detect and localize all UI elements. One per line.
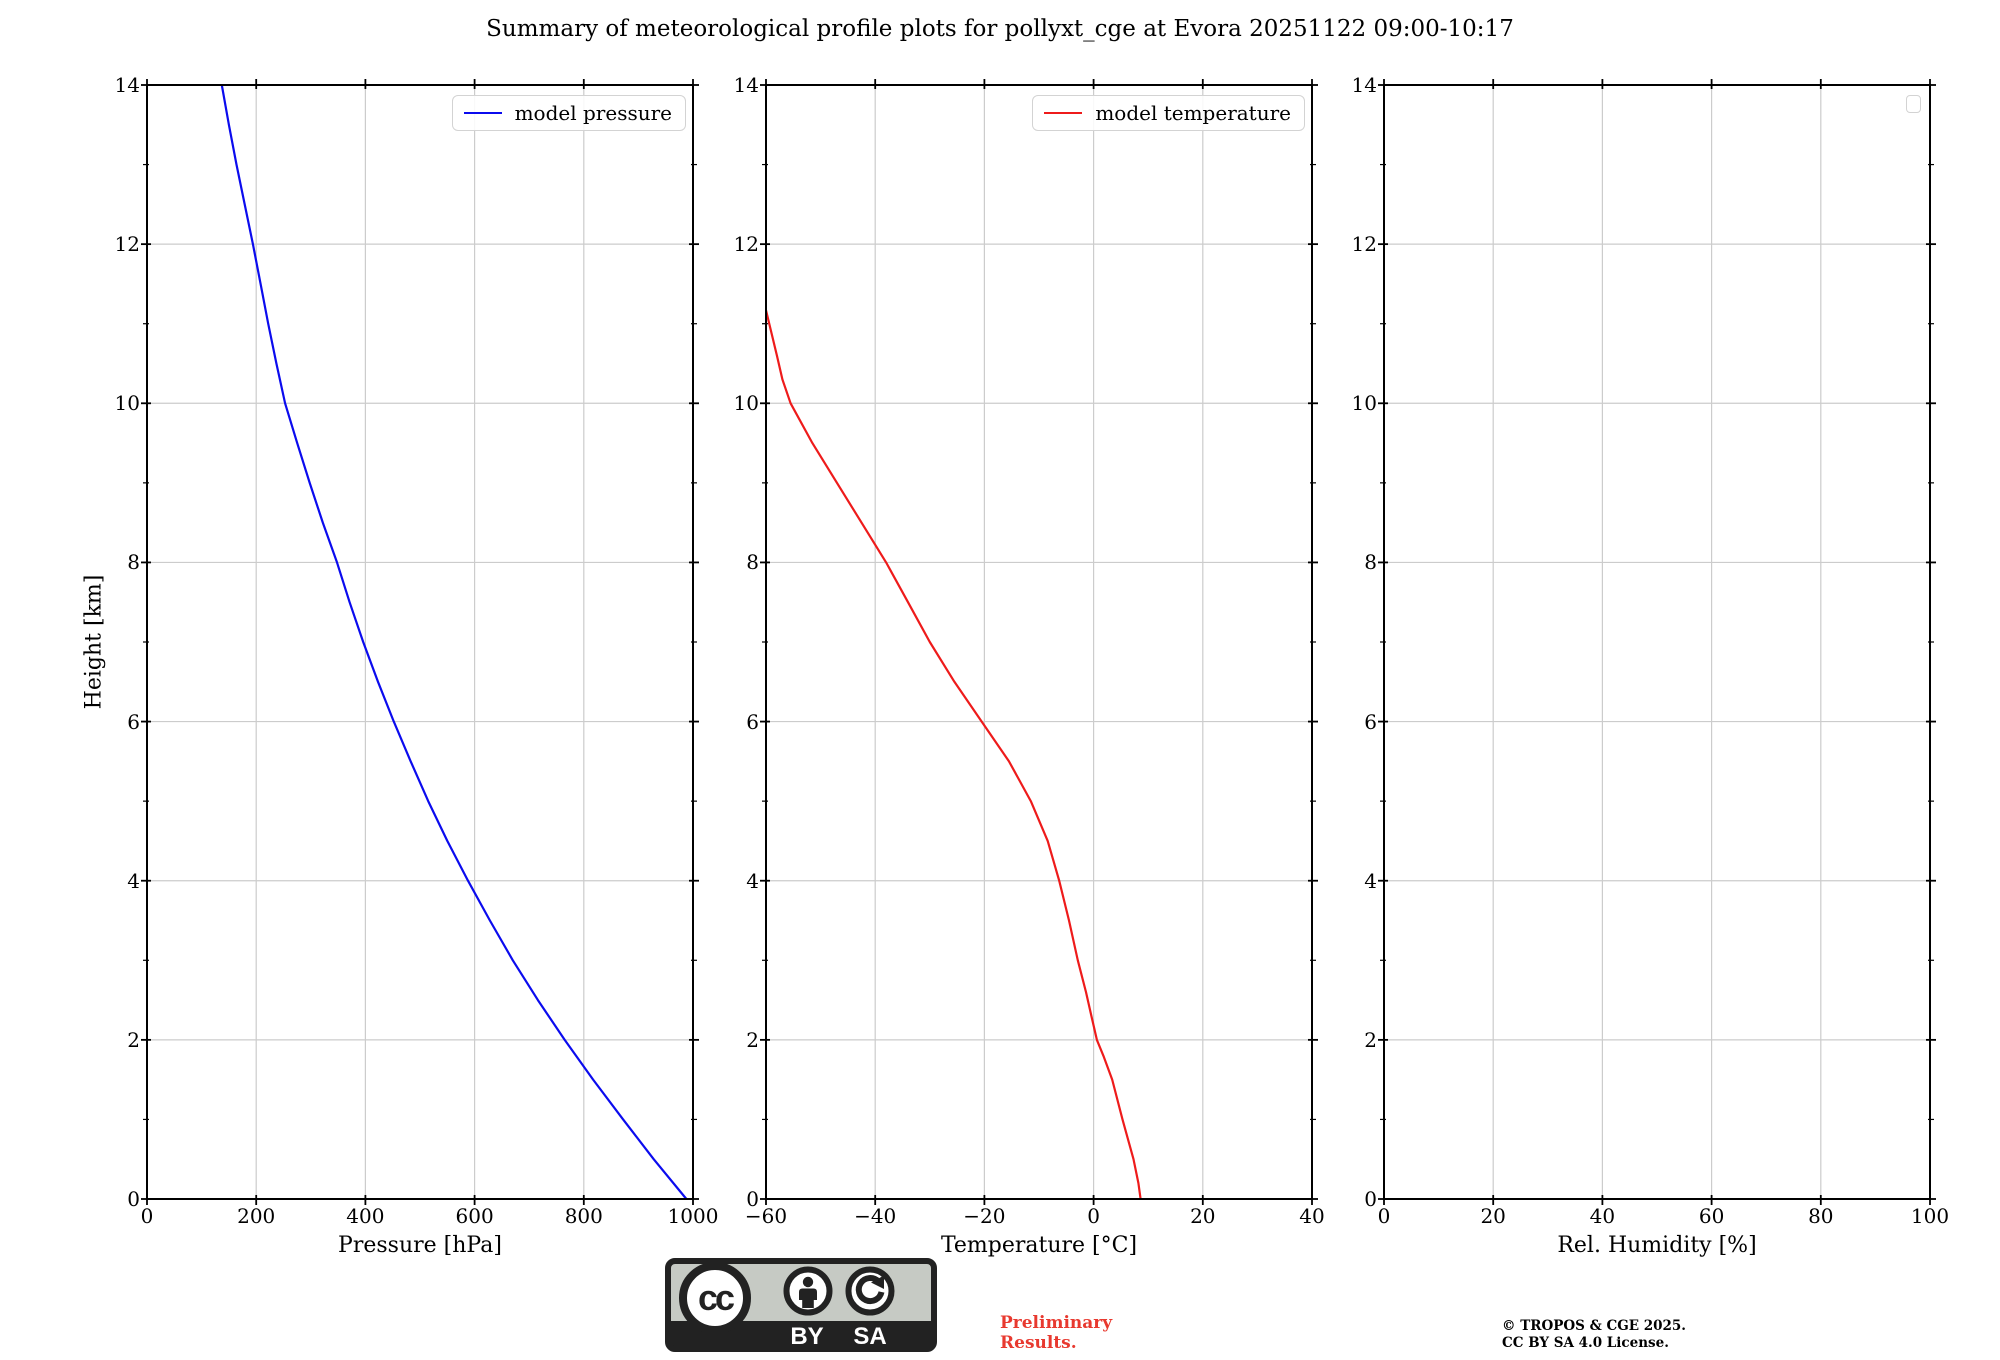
y-tick-label: 14 — [733, 73, 759, 97]
y-tick-label: 6 — [1364, 709, 1377, 734]
x-tick-label: −60 — [744, 1204, 788, 1228]
copyright-line2: CC BY SA 4.0 License. — [1502, 1334, 1669, 1351]
y-tick-label: 6 — [746, 709, 759, 734]
x-tick-label: −20 — [963, 1204, 1006, 1228]
y-tick-label: 12 — [114, 232, 140, 257]
badge-sa-label: SA — [853, 1323, 886, 1350]
y-tick-label: 0 — [127, 1187, 140, 1211]
y-tick-label: 14 — [1351, 73, 1377, 97]
x-tick-label: 20 — [1190, 1204, 1216, 1228]
y-tick-label: 10 — [733, 391, 759, 416]
x-tick-label: 0 — [1377, 1204, 1391, 1228]
y-tick-label: 14 — [114, 73, 140, 97]
cc-by-sa-badge: cc BY SA — [665, 1258, 937, 1352]
model-pressure-curve — [220, 84, 688, 1200]
pressure-plot-svg — [141, 79, 699, 1205]
legend-label: model pressure — [514, 101, 672, 125]
y-tick-label: 2 — [1364, 1027, 1377, 1052]
svg-text:cc: cc — [698, 1277, 734, 1318]
y-tick-label: 12 — [1351, 232, 1377, 257]
humidity-plot-svg — [1378, 79, 1936, 1205]
cc-logo-icon: cc — [679, 1262, 751, 1334]
copyright-note: © TROPOS & CGE 2025. CC BY SA 4.0 Licens… — [1502, 1318, 1686, 1352]
axes-border — [1383, 84, 1931, 1200]
humidity-plot-xlabel: Rel. Humidity [%] — [1557, 1233, 1757, 1258]
axes-border — [765, 84, 1313, 1200]
badge-border — [665, 1258, 937, 1352]
preliminary-line1: Preliminary — [1000, 1313, 1113, 1333]
preliminary-line2: Results. — [1000, 1333, 1077, 1354]
x-tick-label: 40 — [1589, 1204, 1616, 1228]
y-tick-label: 0 — [746, 1187, 759, 1211]
y-tick-label: 8 — [746, 550, 759, 575]
y-tick-label: 8 — [1364, 550, 1377, 575]
y-tick-label: 4 — [1364, 868, 1377, 893]
y-tick-label: 2 — [746, 1027, 759, 1052]
y-tick-label: 6 — [127, 709, 140, 734]
y-tick-label: 12 — [733, 232, 759, 257]
x-tick-label: 60 — [1698, 1204, 1725, 1228]
x-tick-label: 600 — [455, 1204, 494, 1228]
y-tick-label: 10 — [1351, 391, 1377, 416]
y-tick-label: 10 — [114, 391, 140, 416]
attribution-person-icon — [783, 1266, 833, 1316]
y-tick-label: 8 — [127, 550, 140, 575]
empty-legend-box — [1906, 95, 1921, 113]
legend-line-sample — [463, 112, 502, 114]
y-tick-label: 4 — [127, 868, 140, 893]
pressure-plot-xlabel: Pressure [hPa] — [338, 1233, 502, 1258]
temperature-plot-legend: model temperature — [1032, 95, 1305, 131]
axes-border — [146, 84, 694, 1200]
preliminary-results-note: Preliminary Results. — [1000, 1313, 1112, 1354]
x-tick-label: −40 — [854, 1204, 897, 1228]
x-tick-label: 0 — [1087, 1204, 1100, 1228]
x-tick-label: 1000 — [667, 1204, 719, 1228]
x-tick-label: 800 — [564, 1204, 603, 1228]
x-tick-label: 80 — [1808, 1204, 1834, 1228]
figure-title: Summary of meteorological profile plots … — [486, 16, 1514, 42]
x-tick-label: 200 — [237, 1204, 276, 1228]
legend-label: model temperature — [1095, 101, 1291, 125]
legend-line-sample — [1044, 112, 1083, 114]
x-tick-label: 40 — [1299, 1204, 1325, 1228]
share-alike-arrow-icon — [845, 1266, 895, 1316]
y-tick-label: 4 — [746, 868, 759, 893]
temperature-plot-xlabel: Temperature [°C] — [940, 1233, 1138, 1258]
temperature-plot-svg — [760, 79, 1318, 1205]
badge-by-label: BY — [790, 1323, 823, 1350]
x-tick-label: 20 — [1480, 1204, 1506, 1228]
model-temperature-curve — [764, 309, 1142, 1200]
y-axis-label: Height [km] — [81, 574, 107, 710]
y-tick-label: 2 — [127, 1027, 140, 1052]
x-tick-label: 400 — [346, 1204, 385, 1228]
copyright-line1: © TROPOS & CGE 2025. — [1502, 1318, 1687, 1334]
x-tick-label: 0 — [140, 1204, 154, 1228]
x-tick-label: 100 — [1910, 1204, 1950, 1228]
y-tick-label: 0 — [1364, 1187, 1377, 1211]
pressure-plot-legend: model pressure — [451, 95, 686, 131]
